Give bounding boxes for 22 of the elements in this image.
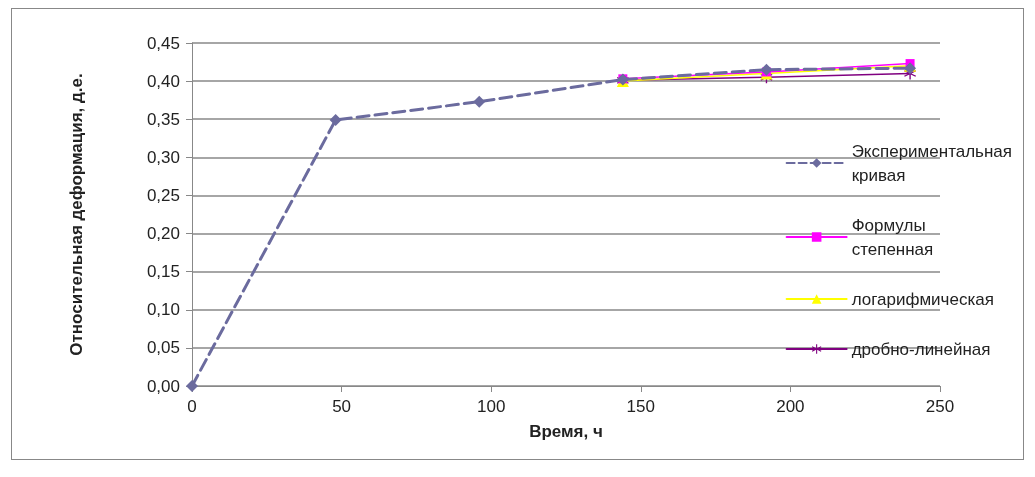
- x-tick-label: 200: [776, 397, 805, 416]
- y-tick-label: 0,15: [146, 262, 180, 282]
- y-axis-title: Относительная деформация, д.е.: [66, 73, 86, 356]
- legend-label: Экспериментальная кривая: [851, 141, 1013, 185]
- y-tick-label: 0,05: [146, 338, 180, 358]
- x-axis-title: Время, ч: [529, 422, 603, 441]
- legend-label: дробно-линейная: [851, 339, 991, 359]
- x-tick-label: 0: [187, 397, 197, 416]
- y-tick-label: 0,45: [146, 33, 180, 53]
- y-tick-label: 0,35: [146, 109, 180, 129]
- legend-label: Формулы степенная: [851, 215, 934, 259]
- y-tick-label: 0,40: [146, 71, 180, 91]
- y-tick-label: 0,10: [146, 300, 180, 320]
- y-tick-label: 0,30: [146, 147, 180, 167]
- y-tick-label: 0,25: [146, 185, 180, 205]
- y-tick-label: 0,20: [146, 224, 180, 244]
- x-tick-label: 250: [925, 397, 955, 416]
- x-tick-label: 150: [626, 397, 655, 416]
- x-tick-label: 50: [332, 397, 352, 416]
- y-tick-label: 0,00: [146, 376, 180, 396]
- legend-label: логарифмическая: [851, 289, 994, 309]
- x-tick-label: 100: [477, 397, 506, 416]
